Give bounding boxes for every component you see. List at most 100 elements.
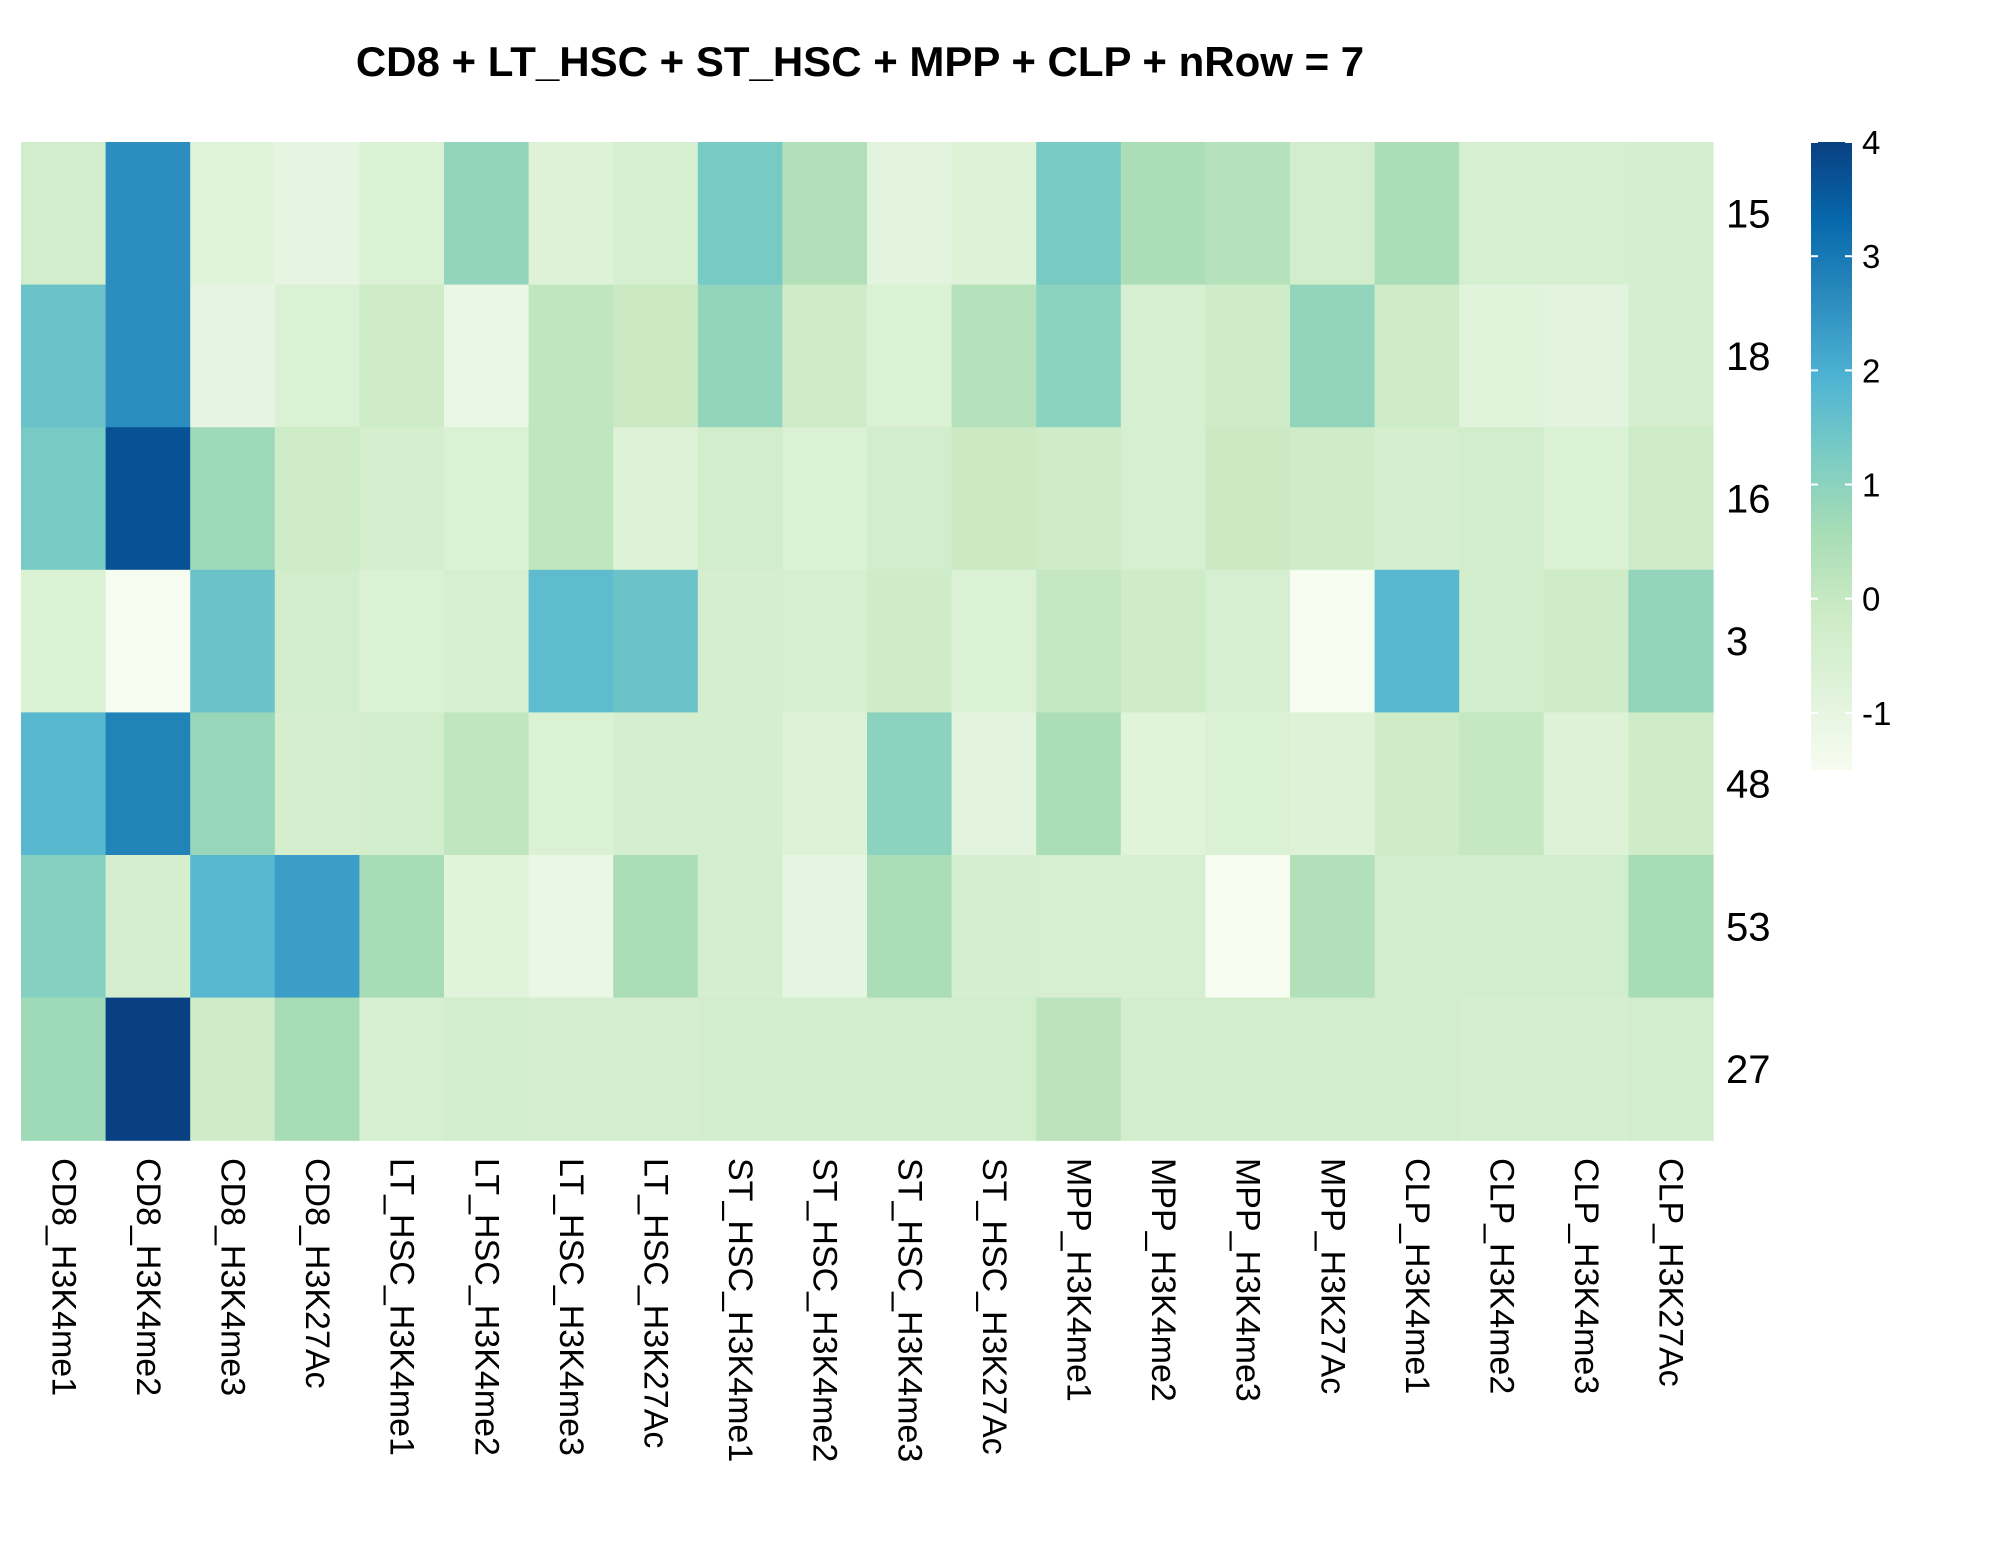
heatmap-cell — [1459, 142, 1545, 286]
heatmap-cell — [697, 855, 783, 999]
heatmap-cell — [528, 997, 614, 1141]
heatmap-cell — [951, 427, 1037, 571]
heatmap-cell — [190, 427, 276, 571]
heatmap-cell — [867, 427, 953, 571]
legend-color-bar — [1811, 142, 1852, 770]
heatmap-cell — [1628, 142, 1714, 286]
heatmap-cell — [444, 997, 530, 1141]
column-label: ST_HSC_H3K4me3 — [890, 1158, 928, 1462]
heatmap-cell — [21, 712, 107, 856]
heatmap-cell — [1459, 712, 1545, 856]
column-label: MPP_H3K4me2 — [1144, 1158, 1182, 1402]
heatmap-cell — [1374, 569, 1460, 713]
heatmap-cell — [274, 997, 360, 1141]
heatmap-cell — [1120, 284, 1206, 428]
heatmap-cell — [1374, 142, 1460, 286]
heatmap-cell — [613, 427, 699, 571]
legend-tick-label: 3 — [1862, 238, 1880, 275]
heatmap-cell — [1205, 427, 1291, 571]
legend-tick-label: 4 — [1862, 124, 1880, 161]
heatmap-cell — [613, 855, 699, 999]
heatmap-cell — [190, 284, 276, 428]
heatmap-cell — [1290, 142, 1376, 286]
heatmap-cell — [274, 855, 360, 999]
heatmap-cell — [1290, 284, 1376, 428]
heatmap-cell — [21, 569, 107, 713]
row-label: 16 — [1726, 478, 1771, 522]
column-label: ST_HSC_H3K4me2 — [806, 1158, 844, 1462]
heatmap-cell — [1628, 997, 1714, 1141]
legend-tick-label: 2 — [1862, 352, 1880, 389]
legend-tick-label: 0 — [1862, 581, 1880, 618]
heatmap-cell — [190, 142, 276, 286]
heatmap-cell — [951, 855, 1037, 999]
heatmap-cell — [359, 712, 445, 856]
heatmap-cell — [1543, 427, 1629, 571]
column-label: LT_HSC_H3K27Ac — [637, 1158, 675, 1448]
heatmap-cell — [1036, 997, 1122, 1141]
heatmap-cell — [1120, 855, 1206, 999]
column-label: MPP_H3K27Ac — [1313, 1158, 1351, 1394]
row-label: 18 — [1726, 335, 1771, 379]
heatmap-cell — [190, 712, 276, 856]
row-label: 53 — [1726, 905, 1771, 949]
heatmap-cell — [867, 284, 953, 428]
heatmap-cell — [613, 284, 699, 428]
heatmap-cell — [444, 712, 530, 856]
heatmap-cell — [1205, 712, 1291, 856]
heatmap-cell — [867, 855, 953, 999]
heatmap-cell — [1374, 712, 1460, 856]
heatmap-cell — [190, 997, 276, 1141]
heatmap-cell — [274, 427, 360, 571]
column-label: CLP_H3K4me3 — [1567, 1158, 1605, 1394]
heatmap-cell — [1459, 569, 1545, 713]
heatmap-cell — [105, 569, 191, 713]
heatmap-cell — [1374, 997, 1460, 1141]
heatmap-cell — [951, 569, 1037, 713]
heatmap-cell — [274, 569, 360, 713]
heatmap-cell — [359, 569, 445, 713]
legend-tick-label: -1 — [1862, 695, 1891, 732]
heatmap-cell — [1290, 855, 1376, 999]
heatmap-cell — [359, 997, 445, 1141]
heatmap-cell — [1120, 142, 1206, 286]
heatmap-cell — [1290, 427, 1376, 571]
heatmap-cell — [1628, 284, 1714, 428]
heatmap-cell — [1543, 142, 1629, 286]
heatmap-cell — [105, 284, 191, 428]
heatmap-cell — [951, 712, 1037, 856]
column-label: CLP_H3K4me1 — [1398, 1158, 1436, 1394]
heatmap-cell — [105, 142, 191, 286]
column-label: ST_HSC_H3K27Ac — [975, 1158, 1013, 1455]
heatmap-cell — [782, 569, 868, 713]
heatmap-cell — [1205, 855, 1291, 999]
heatmap-cell — [1205, 284, 1291, 428]
heatmap-cell — [105, 427, 191, 571]
heatmap-cell — [1628, 855, 1714, 999]
heatmap-cell — [1290, 997, 1376, 1141]
heatmap-cell — [1543, 855, 1629, 999]
heatmap-cell — [359, 284, 445, 428]
heatmap-cell — [444, 427, 530, 571]
column-label: LT_HSC_H3K4me3 — [552, 1158, 590, 1456]
heatmap-cell — [274, 712, 360, 856]
heatmap-cell — [1120, 997, 1206, 1141]
heatmap-cell — [1628, 427, 1714, 571]
heatmap-cell — [951, 284, 1037, 428]
heatmap-cell — [444, 855, 530, 999]
color-legend: 4 3 2 1 0 -1 — [1811, 124, 1891, 770]
heatmap-cell — [444, 284, 530, 428]
heatmap-cell — [105, 855, 191, 999]
heatmap-cell — [782, 284, 868, 428]
row-label: 27 — [1726, 1048, 1771, 1092]
heatmap-cell — [782, 855, 868, 999]
heatmap-cell — [1543, 569, 1629, 713]
row-labels: 15 18 16 3 48 53 27 — [1726, 192, 1771, 1092]
heatmap-cell — [528, 284, 614, 428]
heatmap-cell — [782, 997, 868, 1141]
heatmap-cell — [21, 142, 107, 286]
heatmap-cell — [190, 569, 276, 713]
heatmap-cell — [528, 427, 614, 571]
heatmap-cell — [782, 427, 868, 571]
heatmap-cell — [105, 997, 191, 1141]
